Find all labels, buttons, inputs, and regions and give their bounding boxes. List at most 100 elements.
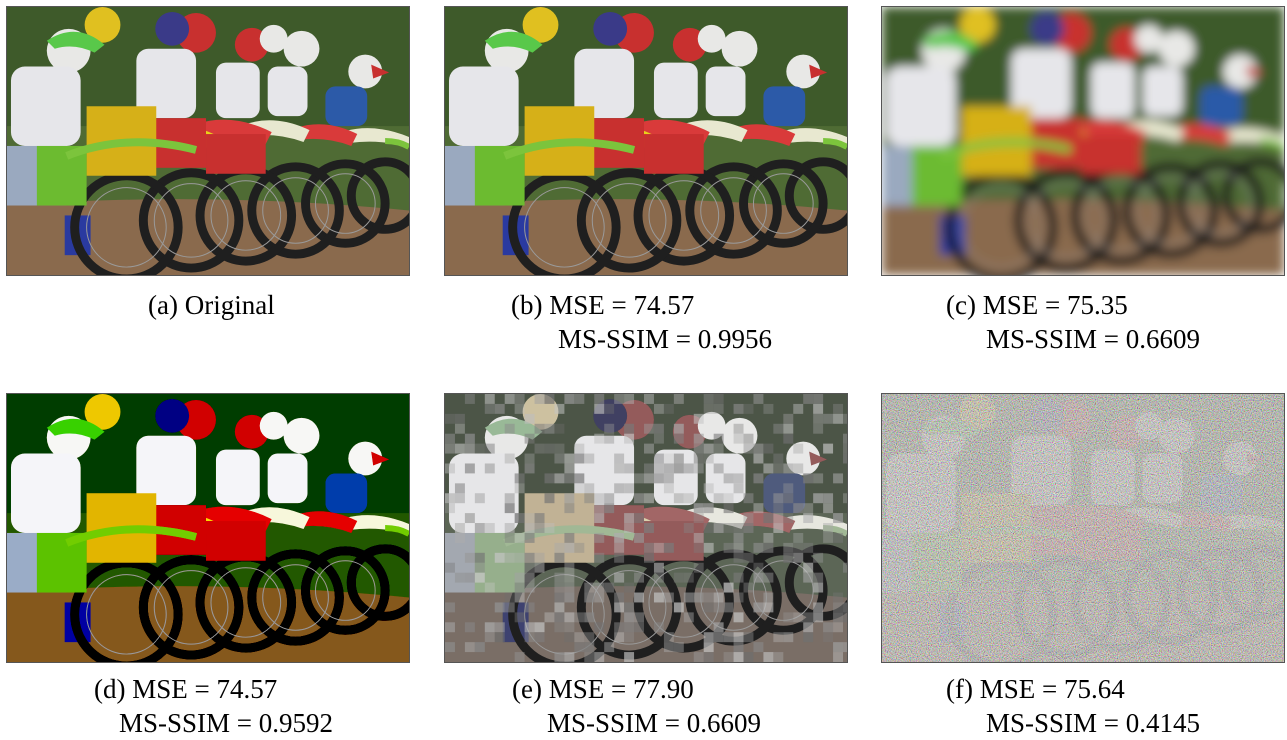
jpeg-block: [564, 532, 575, 543]
jpeg-block: [624, 433, 635, 444]
jpeg-block: [663, 542, 674, 553]
jpeg-block: [673, 493, 684, 504]
jpeg-block: [703, 652, 714, 662]
jpeg-block: [763, 443, 774, 454]
jpeg-block: [743, 582, 754, 593]
jpeg-block: [743, 652, 754, 662]
jpeg-block: [743, 632, 754, 643]
jpeg-block: [644, 423, 654, 434]
jpeg-block: [723, 473, 734, 484]
jpeg-block: [534, 622, 545, 633]
jpeg-block: [683, 463, 694, 474]
jpeg-block: [683, 523, 694, 533]
jpeg-block: [753, 443, 764, 454]
jpeg-block: [733, 532, 744, 543]
jpeg-block: [574, 453, 585, 464]
jpeg-block: [843, 642, 847, 653]
jpeg-block: [713, 592, 724, 603]
jpeg-block: [803, 632, 814, 643]
jpeg-block: [783, 493, 794, 504]
jpeg-block: [474, 552, 485, 563]
jpeg-block: [524, 463, 535, 474]
jpeg-block: [823, 532, 834, 543]
jpeg-block: [653, 433, 664, 444]
jpeg-block: [653, 403, 664, 414]
jpeg-block: [644, 542, 654, 553]
jpeg-block: [445, 443, 455, 454]
jpeg-block: [514, 513, 525, 524]
jpeg-block: [743, 552, 754, 563]
jpeg-block: [474, 523, 485, 533]
jpeg-block: [713, 403, 724, 414]
jpeg-block: [554, 572, 565, 583]
jpeg-block: [514, 532, 525, 543]
jpeg-block: [693, 433, 704, 444]
jpeg-block: [703, 394, 714, 404]
jpeg-block: [803, 394, 814, 404]
jpeg-block: [733, 483, 744, 494]
jpeg-block: [693, 443, 704, 454]
jpeg-block: [833, 413, 844, 424]
panel-c-caption-line2: MS-SSIM = 0.6609: [986, 324, 1201, 354]
jpeg-block: [813, 572, 824, 583]
jpeg-block: [823, 503, 834, 514]
jpeg-block: [813, 473, 824, 484]
panel-b-image: [444, 6, 848, 276]
jpeg-block: [763, 592, 774, 603]
jpeg-block: [534, 632, 545, 643]
jpeg-block: [464, 463, 475, 474]
jpeg-block: [514, 592, 525, 603]
jpeg-block: [524, 622, 535, 633]
jpeg-block: [683, 572, 694, 583]
jpeg-block: [564, 493, 575, 504]
jpeg-block: [445, 602, 455, 613]
panel-b-caption-line2: MS-SSIM = 0.9956: [558, 324, 773, 354]
jpeg-block: [753, 642, 764, 653]
jpeg-block: [514, 483, 525, 494]
jpeg-block: [514, 612, 525, 623]
jpeg-block: [833, 612, 844, 623]
jpeg-block: [783, 463, 794, 474]
panel-e-caption-line2: MS-SSIM = 0.6609: [547, 708, 762, 738]
jpeg-block: [723, 652, 734, 662]
jpeg-block: [703, 542, 714, 553]
jpeg-block: [584, 453, 595, 464]
jpeg-block: [813, 582, 824, 593]
jpeg-block: [534, 423, 545, 434]
jpeg-block: [653, 622, 664, 633]
jpeg-block: [733, 592, 744, 603]
jpeg-block: [554, 423, 565, 434]
jpeg-block: [693, 453, 704, 464]
jpeg-block: [594, 493, 605, 504]
jpeg-block: [843, 612, 847, 623]
jpeg-block: [843, 443, 847, 454]
jpeg-block: [813, 394, 824, 404]
jpeg-block: [574, 642, 585, 653]
jpeg-block: [564, 503, 575, 514]
jpeg-block: [634, 572, 645, 583]
jpeg-block: [464, 433, 475, 444]
jpeg-block: [454, 532, 465, 543]
jpeg-block: [763, 652, 774, 662]
jpeg-block: [833, 602, 844, 613]
jpeg-block: [634, 473, 645, 484]
jpeg-block: [673, 572, 684, 583]
jpeg-block: [813, 493, 824, 504]
jpeg-block: [594, 652, 605, 662]
jpeg-block: [733, 423, 744, 434]
jpeg-block: [594, 403, 605, 414]
jpeg-block: [504, 523, 515, 533]
jpeg-block: [604, 642, 615, 653]
jpeg-block: [793, 503, 804, 514]
jpeg-block: [474, 493, 485, 504]
jpeg-block: [464, 394, 475, 404]
jpeg-block: [594, 552, 605, 563]
jpeg-block: [614, 542, 625, 553]
jpeg-block: [445, 463, 455, 474]
jpeg-block: [753, 503, 764, 514]
jpeg-block: [703, 453, 714, 464]
jpeg-block: [574, 443, 585, 454]
jpeg-block: [584, 632, 595, 643]
jpeg-block: [653, 463, 664, 474]
jpeg-block: [723, 503, 734, 514]
